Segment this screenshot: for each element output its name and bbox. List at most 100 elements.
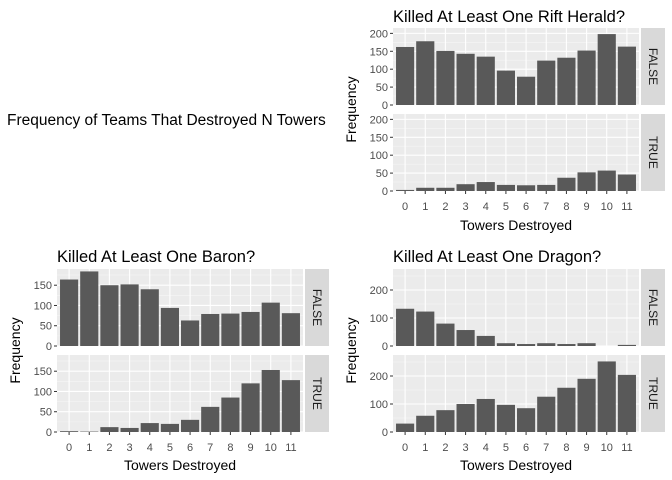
facet-strip-label: FALSE: [310, 289, 324, 326]
bar-5: [496, 343, 515, 346]
bar-6: [517, 185, 536, 191]
bar-1: [416, 187, 435, 191]
x-tick-label: 5: [503, 442, 509, 454]
x-tick-label: 9: [584, 442, 590, 454]
bar-4: [476, 398, 495, 432]
bar-4: [476, 335, 495, 346]
bar-2: [436, 410, 455, 432]
bar-8: [557, 177, 576, 191]
facet-strip: [305, 269, 329, 346]
x-tick-label: 6: [523, 201, 529, 213]
x-tick-label: 2: [106, 442, 112, 454]
x-tick-label: 4: [483, 442, 489, 454]
bar-9: [241, 383, 260, 432]
x-tick-label: 5: [167, 442, 173, 454]
y-tick-label: 0: [382, 100, 388, 112]
bar-9: [577, 50, 596, 105]
x-tick-label: 1: [422, 442, 428, 454]
y-tick-label: 100: [34, 300, 52, 312]
y-axis-label: Frequency: [343, 76, 359, 142]
bar-11: [281, 313, 300, 346]
y-tick-label: 150: [34, 366, 52, 378]
y-tick-label: 150: [34, 280, 52, 292]
bar-4: [140, 423, 159, 432]
x-tick-label: 6: [187, 442, 193, 454]
y-tick-label: 50: [376, 82, 388, 94]
y-tick-label: 100: [370, 399, 388, 411]
facet-strip-label: TRUE: [646, 136, 660, 169]
y-tick-label: 200: [370, 285, 388, 297]
x-tick-label: 2: [442, 201, 448, 213]
bar-5: [496, 70, 515, 105]
x-tick-label: 10: [601, 442, 613, 454]
x-tick-label: 1: [86, 442, 92, 454]
bar-11: [617, 46, 636, 105]
bar-0: [60, 431, 79, 432]
y-tick-label: 50: [376, 168, 388, 180]
bar-7: [537, 343, 556, 346]
chart-title: Killed At Least One Rift Herald?: [393, 8, 625, 26]
x-tick-label: 3: [127, 442, 133, 454]
x-tick-label: 8: [563, 201, 569, 213]
facet-false: 0 100 200 FALSE: [370, 269, 665, 353]
bar-3: [456, 330, 475, 346]
bar-5: [160, 423, 179, 432]
chart-title: Killed At Least One Dragon?: [393, 248, 601, 266]
bar-8: [557, 387, 576, 432]
bar-11: [617, 344, 636, 346]
bar-6: [517, 408, 536, 432]
bar-2: [436, 50, 455, 105]
y-tick-label: 200: [370, 28, 388, 40]
bar-6: [517, 344, 536, 346]
x-tick-label: 7: [207, 442, 213, 454]
y-tick-label: 0: [46, 427, 52, 439]
x-tick-label: 0: [66, 442, 72, 454]
facet-strip: [641, 269, 665, 346]
bar-8: [221, 397, 240, 432]
bar-5: [160, 307, 179, 346]
bar-7: [537, 184, 556, 191]
bar-0: [396, 423, 415, 432]
bar-7: [201, 406, 220, 432]
bar-10: [597, 361, 616, 432]
bar-9: [577, 343, 596, 346]
facet-strip-label: FALSE: [646, 48, 660, 85]
facet-strip: [641, 355, 665, 432]
facet-strip-label: TRUE: [646, 377, 660, 410]
facet-strip-label: TRUE: [310, 377, 324, 410]
x-tick-label: 4: [483, 201, 489, 213]
bar-0: [60, 279, 79, 346]
x-tick-label: 3: [463, 201, 469, 213]
bar-1: [416, 415, 435, 432]
bar-10: [261, 302, 280, 346]
bar-10: [597, 170, 616, 191]
x-tick-label: 9: [248, 442, 254, 454]
y-tick-label: 200: [370, 371, 388, 383]
x-tick-label: 11: [285, 442, 296, 454]
x-tick-label: 9: [584, 201, 590, 213]
bar-6: [181, 419, 200, 432]
facet-strip: [305, 355, 329, 432]
facet-strip: [641, 114, 665, 191]
bar-9: [241, 311, 260, 346]
y-tick-label: 200: [370, 114, 388, 126]
x-tick-label: 7: [543, 201, 549, 213]
bar-1: [80, 271, 99, 346]
bar-11: [281, 380, 300, 432]
x-axis-label: Towers Destroyed: [460, 457, 572, 473]
y-tick-label: 50: [40, 407, 52, 419]
bar-11: [617, 374, 636, 432]
x-tick-label: 7: [543, 442, 549, 454]
bar-7: [537, 60, 556, 105]
x-tick-label: 4: [147, 442, 153, 454]
bar-8: [557, 57, 576, 105]
bar-6: [181, 320, 200, 346]
facet-false: 0 50 100 150 FALSE: [34, 269, 329, 353]
y-axis-label: Frequency: [343, 317, 359, 383]
facet-strip: [641, 28, 665, 105]
bar-3: [120, 427, 139, 432]
bar-0: [396, 189, 415, 191]
bar-10: [261, 369, 280, 432]
